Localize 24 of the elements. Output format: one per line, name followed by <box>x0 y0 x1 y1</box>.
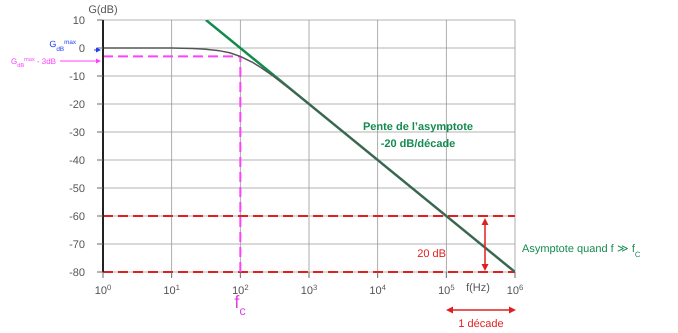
text: 1 décade <box>458 318 504 330</box>
annotation: Pente de l’asymptote <box>362 121 474 133</box>
y-tick-label: 0 <box>78 43 85 55</box>
x-axis-title: f(Hz) <box>466 282 490 294</box>
y-tick-label: -10 <box>69 71 85 83</box>
y-tick-label: -20 <box>69 99 85 111</box>
annotation: -20 dB/décade <box>380 138 456 150</box>
y-tick-label: -80 <box>69 267 85 279</box>
x-tick-label: 10$^{3}$ <box>300 282 318 297</box>
y-tick-label: -50 <box>69 183 85 195</box>
annotation: 20 dB <box>417 248 446 260</box>
y-tick-label: -40 <box>69 155 85 167</box>
x-tick-label: 10$^{1}$ <box>163 282 180 297</box>
y-tick-label: -30 <box>69 127 85 139</box>
x-tick-label: 10$^{4}$ <box>369 282 387 297</box>
text: G$_{dB}$$^{max}$ - 3dB <box>11 57 56 69</box>
x-tick-label: 10$^{0}$ <box>94 282 112 297</box>
y-tick-label: -70 <box>69 239 85 251</box>
y-tick-label: -60 <box>69 211 85 223</box>
y-tick-label: 10 <box>72 15 85 27</box>
text: Asymptote quand f ≫ f$_{C}$ <box>522 243 641 258</box>
x-tick-label: 10$^{5}$ <box>438 282 455 297</box>
x-tick-label: 10$^{6}$ <box>506 282 524 297</box>
y-axis-title: G(dB) <box>88 4 118 16</box>
